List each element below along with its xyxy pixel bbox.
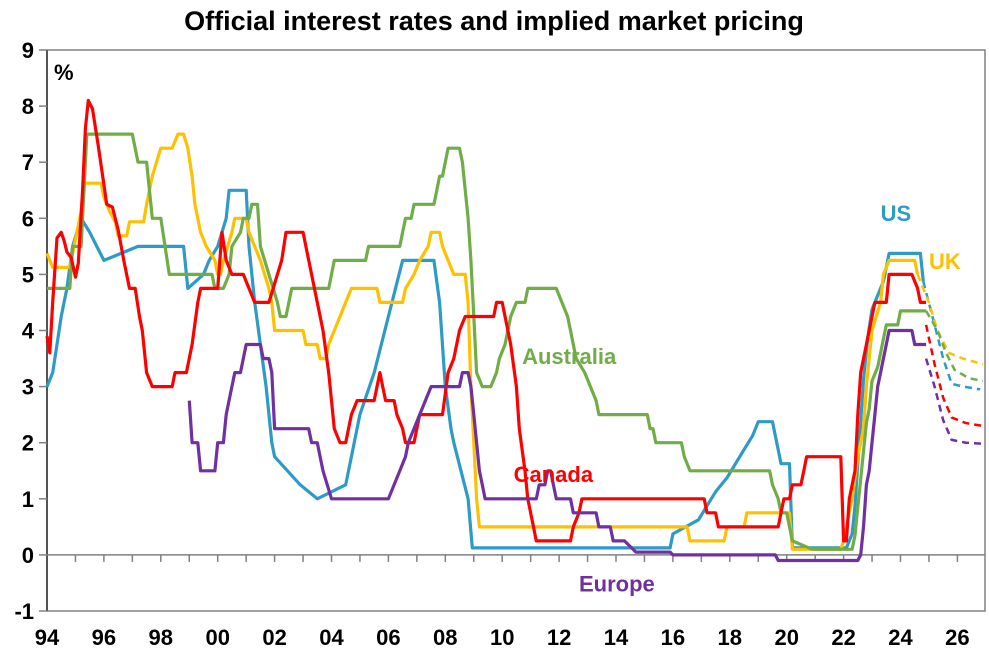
series-projection-canada [924,324,984,428]
series-projection-uk [916,273,984,366]
y-axis-unit-label: % [54,60,74,85]
x-tick-label: 22 [831,625,855,650]
y-tick-label: 3 [22,375,34,400]
chart-title: Official interest rates and implied mark… [184,6,804,36]
x-tick-label: 26 [945,625,969,650]
x-tick-label: 08 [433,625,457,650]
x-tick-label: 12 [547,625,571,650]
x-tick-label: 02 [262,625,286,650]
y-tick-label: 0 [22,543,34,568]
x-tick-label: 16 [661,625,685,650]
series-label-europe: Europe [579,571,655,596]
y-tick-label: 4 [22,319,35,344]
y-tick-label: 1 [22,487,34,512]
series-labels: US UK Australia Canada Europe [514,201,961,596]
series-label-us: US [881,201,912,226]
y-tick-label: 6 [22,206,34,231]
x-tick-label: 10 [490,625,514,650]
series-label-australia: Australia [522,344,617,369]
series-projection-europe [924,358,984,446]
x-tick-label: 94 [35,625,60,650]
x-tick-label: 96 [92,625,116,650]
series-line-australia [47,132,927,551]
x-tick-label: 00 [205,625,229,650]
series-label-uk: UK [929,249,961,274]
y-tick-label: -1 [14,599,34,624]
x-tick-label: 20 [774,625,798,650]
y-tick-label: 7 [22,150,34,175]
series-projection-australia [925,310,984,383]
x-tick-label: 14 [604,625,629,650]
y-tick-label: 5 [22,262,34,287]
x-tick-label: 18 [718,625,742,650]
series-line-europe [187,328,927,563]
series-label-canada: Canada [514,462,594,487]
series-projection-us [922,281,981,391]
y-tick-label: 9 [22,38,34,63]
x-tick-label: 04 [319,625,344,650]
y-tick-label: 2 [22,431,34,456]
y-tick-label: 8 [22,94,34,119]
x-tick-label: 06 [376,625,400,650]
series-line-canada [45,98,927,543]
series-layer [45,98,984,563]
x-tick-label: 24 [888,625,913,650]
x-tick-label: 98 [149,625,173,650]
